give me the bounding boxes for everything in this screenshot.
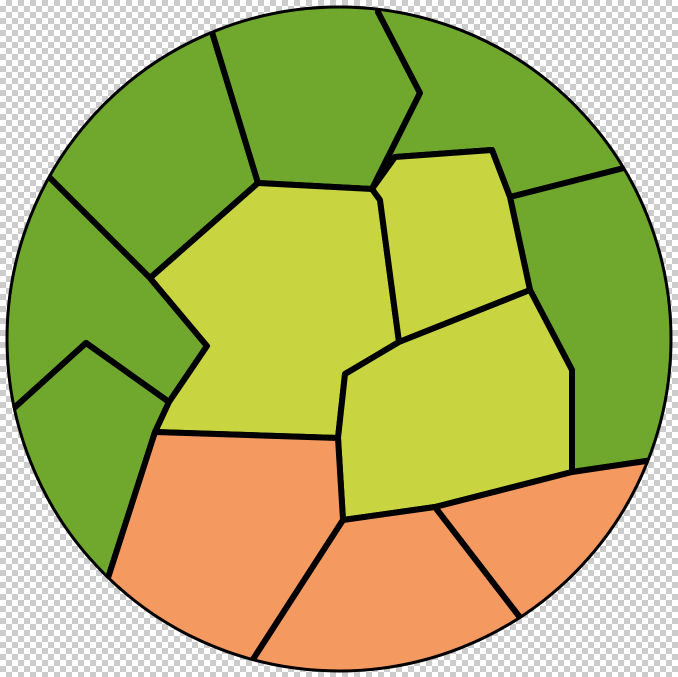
disc-outline [5,5,673,673]
region-center-top [369,147,533,345]
